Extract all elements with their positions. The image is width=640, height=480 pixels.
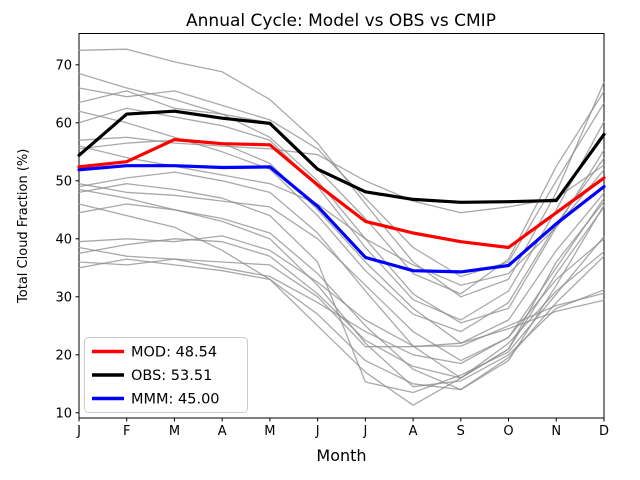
y-tick-label: 20 — [55, 348, 72, 363]
legend-label-mmm: MMM: 45.00 — [131, 392, 220, 408]
x-tick-label: S — [457, 424, 465, 439]
y-tick-label: 70 — [55, 58, 72, 73]
x-tick-label: J — [76, 424, 81, 439]
x-tick-label: J — [315, 424, 320, 439]
cmip-line-9 — [78, 139, 605, 344]
x-tick-label: F — [123, 424, 130, 439]
x-tick-label: J — [362, 424, 367, 439]
x-tick-label: N — [551, 424, 561, 439]
y-tick-label: 60 — [55, 116, 72, 131]
mod-line — [77, 138, 606, 250]
y-tick-label: 30 — [55, 290, 72, 305]
cmip-line-5 — [78, 110, 605, 333]
cmip-line-17 — [78, 246, 605, 348]
cmip-line-6 — [78, 107, 605, 321]
x-axis-label: Month — [316, 446, 366, 465]
y-tick-label: 50 — [55, 174, 72, 189]
y-tick-label: 10 — [55, 406, 72, 421]
y-axis-label: Total Cloud Fraction (%) — [16, 149, 31, 304]
legend: MOD: 48.54 OBS: 53.51 MMM: 45.00 — [84, 337, 248, 413]
x-tick-label: M — [264, 424, 275, 439]
cmip-lines-layer — [78, 48, 605, 406]
cmip-line-19 — [78, 238, 605, 365]
legend-label-obs: OBS: 53.51 — [131, 368, 212, 384]
x-tick-label: O — [503, 424, 513, 439]
x-tick-label: A — [218, 424, 227, 439]
cmip-line-14 — [78, 203, 605, 406]
mmm-line — [77, 164, 606, 274]
y-tick-label: 40 — [55, 232, 72, 247]
axis-ticks-layer: 10 20 30 40 50 60 70 J F M A M J J A S O N D — [55, 58, 609, 439]
main-lines-layer — [77, 109, 606, 274]
legend-box — [84, 337, 248, 413]
cmip-line-2 — [78, 72, 605, 324]
legend-label-mod: MOD: 48.54 — [131, 345, 217, 361]
x-tick-label: D — [599, 424, 609, 439]
obs-line — [77, 109, 606, 204]
cmip-line-20 — [78, 255, 605, 391]
cmip-line-16 — [78, 235, 605, 347]
chart-title: Annual Cycle: Model vs OBS vs CMIP — [186, 11, 496, 31]
cmip-line-3 — [78, 87, 605, 278]
x-tick-label: A — [409, 424, 418, 439]
x-tick-label: M — [169, 424, 180, 439]
cmip-line-15 — [78, 203, 605, 388]
